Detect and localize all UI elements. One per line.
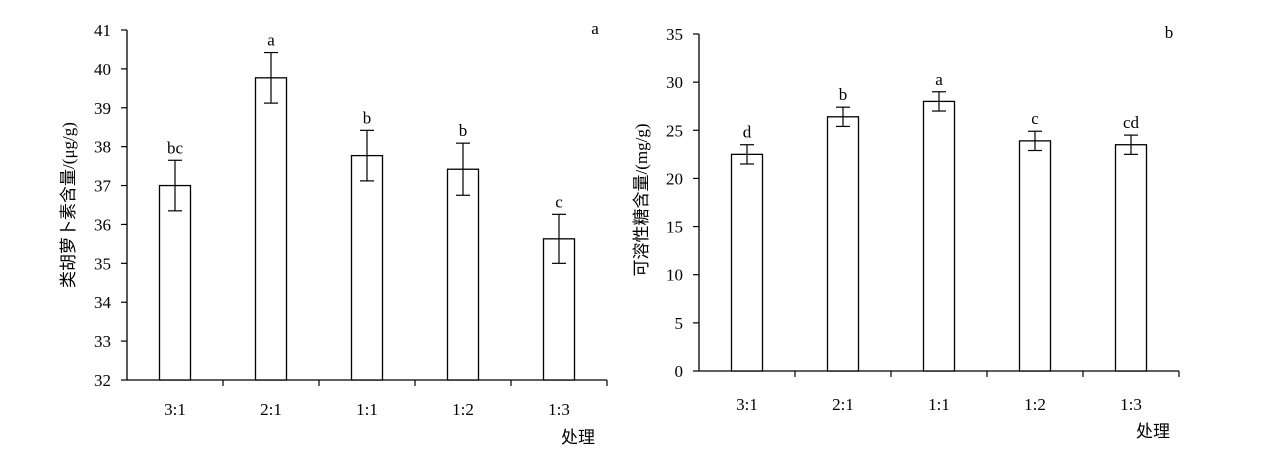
y-axis-label: 可溶性糖含量/(mg/g) <box>632 124 651 277</box>
x-tick-label: 3:1 <box>736 395 758 414</box>
y-tick-label: 38 <box>94 138 111 157</box>
x-axis-label: 处理 <box>1136 422 1170 441</box>
x-tick-label: 1:3 <box>1120 395 1142 414</box>
panel-label: b <box>1165 23 1174 42</box>
chart-carotenoid: a 类胡萝卜素含量/(μg/g) 处理 32 33 34 35 36 37 38 39 40 41… <box>59 19 608 447</box>
panel-label: a <box>591 19 599 38</box>
y-tick-label: 15 <box>666 218 683 237</box>
y-tick-label: 36 <box>94 215 111 234</box>
y-tick-label: 5 <box>675 314 684 333</box>
x-tick-label: 1:3 <box>548 400 570 419</box>
significance-label: cd <box>1123 113 1140 132</box>
significance-label: bc <box>167 138 184 157</box>
chart-soluble-sugar: b 可溶性糖含量/(mg/g) 处理 0 5 10 15 20 25 30 35 d 3:1 b 2:… <box>632 23 1180 441</box>
bar <box>922 100 956 372</box>
y-tick-label: 37 <box>94 177 112 196</box>
y-tick-label: 35 <box>666 25 683 44</box>
x-axis-label: 处理 <box>561 428 595 447</box>
y-tick-label: 41 <box>94 21 111 40</box>
x-tick-label: 2:1 <box>260 400 282 419</box>
y-tick-label: 10 <box>666 266 683 285</box>
bar <box>730 153 764 372</box>
x-tick-label: 1:2 <box>1024 395 1046 414</box>
y-tick-label: 0 <box>675 362 684 381</box>
bar <box>826 116 860 372</box>
significance-label: d <box>743 123 752 142</box>
x-tick-label: 1:1 <box>928 395 950 414</box>
bar <box>1114 144 1148 372</box>
significance-label: c <box>555 192 563 211</box>
y-tick-label: 40 <box>94 60 111 79</box>
y-tick-label: 39 <box>94 99 111 118</box>
y-tick-label: 30 <box>666 73 683 92</box>
y-tick-label: 32 <box>94 371 111 390</box>
x-tick-label: 1:2 <box>452 400 474 419</box>
y-axis-label: 类胡萝卜素含量/(μg/g) <box>59 122 78 288</box>
bar <box>1018 140 1052 372</box>
y-tick-label: 35 <box>94 254 111 273</box>
y-tick-label: 34 <box>94 293 112 312</box>
significance-label: b <box>839 85 848 104</box>
bar <box>446 168 480 381</box>
significance-label: b <box>459 121 468 140</box>
x-tick-label: 2:1 <box>832 395 854 414</box>
bar <box>254 77 288 381</box>
bar <box>350 154 384 381</box>
significance-label: c <box>1031 109 1039 128</box>
significance-label: b <box>363 108 372 127</box>
y-tick-label: 25 <box>666 121 683 140</box>
significance-label: a <box>267 31 275 50</box>
x-tick-label: 1:1 <box>356 400 378 419</box>
y-tick-label: 20 <box>666 169 683 188</box>
significance-label: a <box>935 70 943 89</box>
x-tick-label: 3:1 <box>164 400 186 419</box>
y-tick-label: 33 <box>94 332 111 351</box>
bar <box>158 184 192 381</box>
